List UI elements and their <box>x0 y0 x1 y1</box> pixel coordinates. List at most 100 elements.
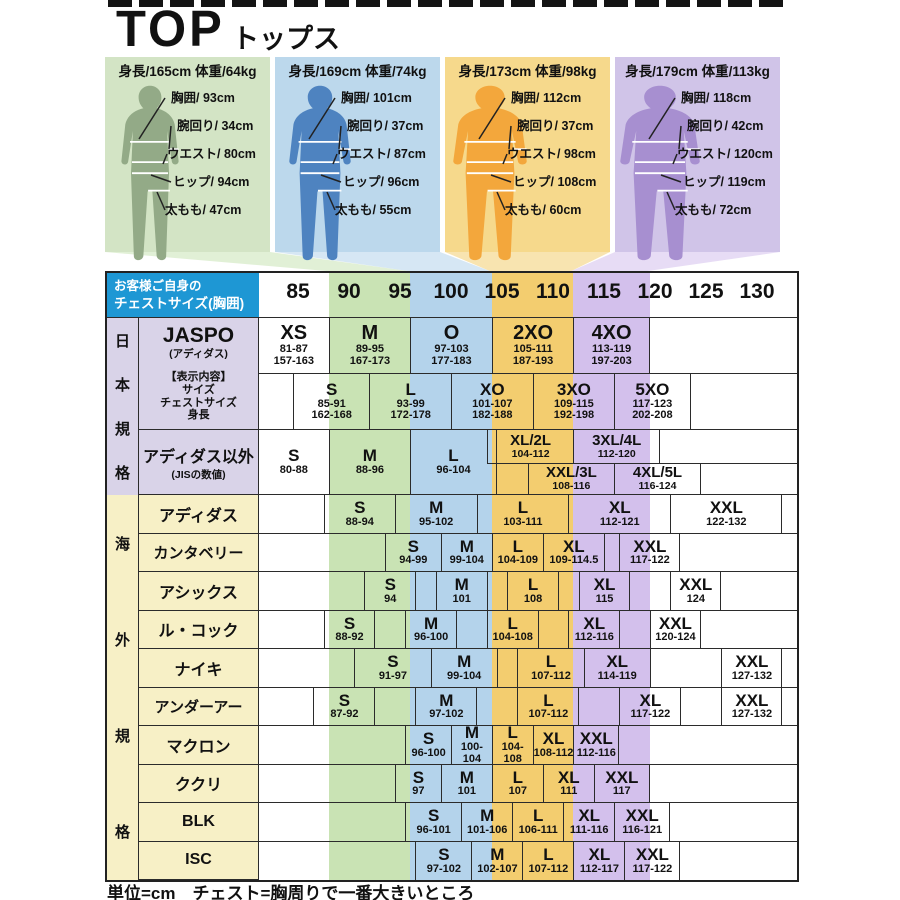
size-cell: XXL/3L 108-116 <box>527 462 615 495</box>
filler-cell <box>456 610 487 648</box>
leader-line <box>502 153 508 165</box>
figure-panel: 身長/165cm 体重/64kg 胸囲/ 93cm 腕回り/ 34cm ウエスト/ 8… <box>105 57 270 261</box>
size-cell: XL 114-119 <box>583 649 650 687</box>
chest-range: 127-132 <box>731 708 773 721</box>
legend-line: チェストサイズ <box>160 396 237 409</box>
size-cell: S 88-94 <box>323 495 395 533</box>
leader-line <box>490 174 512 183</box>
size-column-header: 100 <box>433 280 469 303</box>
height-range: 192-198 <box>553 409 595 422</box>
size-label: XL <box>557 767 580 787</box>
chest-range: 102-107 <box>477 862 518 875</box>
chest-range: 108-112 <box>533 746 574 759</box>
filler-cell <box>374 610 405 648</box>
size-label: S <box>338 690 351 710</box>
brand-cell: ISC <box>139 841 259 880</box>
size-label: XXL/3L <box>545 464 597 482</box>
size-cell: XL 112-117 <box>573 841 624 880</box>
section-label-char: 日 <box>114 332 130 350</box>
leader-line <box>478 97 506 140</box>
brand-name: マクロン <box>166 738 231 756</box>
size-cell: L 103-111 <box>476 495 569 533</box>
filler-cell <box>374 687 415 725</box>
chest-range: 112-117 <box>579 862 619 875</box>
chest-range: 107-112 <box>531 669 571 682</box>
height-range: 182-188 <box>472 409 513 422</box>
size-cell: S 94 <box>364 572 415 610</box>
brand-cell: カンタベリー <box>139 533 259 572</box>
size-cell: XXL 116-121 <box>614 803 671 841</box>
size-cell: L 104-109 <box>491 533 543 571</box>
size-label: L <box>517 498 529 518</box>
size-cell: XXL 124 <box>670 572 722 610</box>
chest-range: 109-115 <box>554 397 594 410</box>
size-cell: M 95-102 <box>394 495 477 533</box>
brand-cell: ククリ <box>139 764 259 803</box>
chest-range: 107 <box>508 785 527 798</box>
brand-name: アシックス <box>159 584 238 602</box>
chest-range: 112-121 <box>599 515 640 528</box>
filler-cell <box>496 649 518 687</box>
size-cell: S 96-101 <box>405 803 461 841</box>
measurement-label: ヒップ/ 119cm <box>683 175 766 189</box>
chest-range: 85-91 <box>317 397 346 410</box>
size-cell: XL 112-116 <box>568 610 619 648</box>
chest-range: 117-122 <box>630 554 670 567</box>
chest-range: 88-92 <box>335 631 364 644</box>
brand-name: ISC <box>185 851 212 869</box>
section-label-char: 本 <box>114 376 130 394</box>
chest-range: 101-106 <box>467 823 508 836</box>
size-cell: S 87-92 <box>313 687 374 725</box>
brand-size-row: S 88-92 M 96-100 L 104-108 XL 112-116 XXL 120-124 <box>259 610 797 649</box>
chest-range: 112-116 <box>576 746 616 759</box>
size-cell: M 99-104 <box>430 649 497 687</box>
size-label: 5XO <box>635 380 670 400</box>
brand-size-row: S 96-100 M 100-104 L 104-108 XL 108-112 XXL 112-1… <box>259 724 797 765</box>
brand-cell: アンダーアー <box>139 687 259 726</box>
figure-panel: 身長/179cm 体重/113kg 胸囲/ 118cm 腕回り/ 42cm ウエスト/… <box>615 57 780 261</box>
size-cell: XXL 117 <box>593 764 650 802</box>
size-label: XXL <box>635 845 669 865</box>
size-cell: XL/2L 104-112 <box>486 430 574 463</box>
leader-line <box>496 191 506 211</box>
size-label: M <box>429 498 444 518</box>
size-cell: XL 111-116 <box>563 803 614 841</box>
measurement-label: 腕回り/ 37cm <box>517 119 594 133</box>
filler-cell <box>537 610 569 648</box>
size-cell: S 80-88 <box>259 430 329 494</box>
size-cell: M 101 <box>435 572 487 610</box>
size-label: S <box>384 575 396 595</box>
highlight-stripe <box>573 273 650 880</box>
corner-label: お客様ご自身の チェストサイズ(胸囲) <box>107 273 259 318</box>
size-cell: M 100-104 <box>451 724 492 764</box>
leader-line <box>168 125 172 150</box>
size-label: L <box>512 536 523 556</box>
size-label: M <box>362 446 377 466</box>
chest-range: 124 <box>686 592 705 605</box>
size-label: M <box>439 690 454 710</box>
chest-range: 108 <box>523 592 543 605</box>
size-label: XXL <box>735 690 769 710</box>
size-cell: 2XO 105-111 187-193 <box>491 318 574 373</box>
leader-line <box>332 153 338 165</box>
brand-cell-jaspo: JASPO (アディダス) 【表示内容】 サイズ チェストサイズ 身長 <box>139 318 259 430</box>
chest-range: 103-111 <box>503 515 543 528</box>
figure-panel: 身長/173cm 体重/98kg 胸囲/ 112cm 腕回り/ 37cm ウエスト/ … <box>445 57 610 261</box>
size-label: 2XO <box>513 322 554 345</box>
size-cell: XO 101-107 182-188 <box>451 374 533 429</box>
size-cell: XXL 112-116 <box>573 726 620 764</box>
measurement-label: 腕回り/ 34cm <box>177 119 254 133</box>
display-size-row: S 85-91 162-168 L 93-99 172-178 XO 101-107 182-1… <box>259 374 797 430</box>
brand-size-row: S 94 M 101 L 108 XL 115 XXL 124 <box>259 572 797 611</box>
size-cell: L 107-112 <box>517 687 578 725</box>
size-cell: L 107-112 <box>517 649 583 687</box>
size-cell: M 101 <box>440 764 492 802</box>
size-label: L <box>507 613 518 633</box>
chest-range: 97-102 <box>429 708 464 721</box>
brand-size-row: S 96-101 M 101-106 L 106-111 XL 111-116 XXL 116-1… <box>259 803 797 842</box>
brand-size-row: S 88-94 M 95-102 L 103-111 XL 112-121 XXL 122-132 <box>259 495 797 534</box>
chest-range: 91-97 <box>378 669 407 682</box>
section-label-char: 規 <box>114 421 130 439</box>
size-label: XO <box>480 380 505 400</box>
measurement-label: 胸囲/ 101cm <box>341 91 412 105</box>
